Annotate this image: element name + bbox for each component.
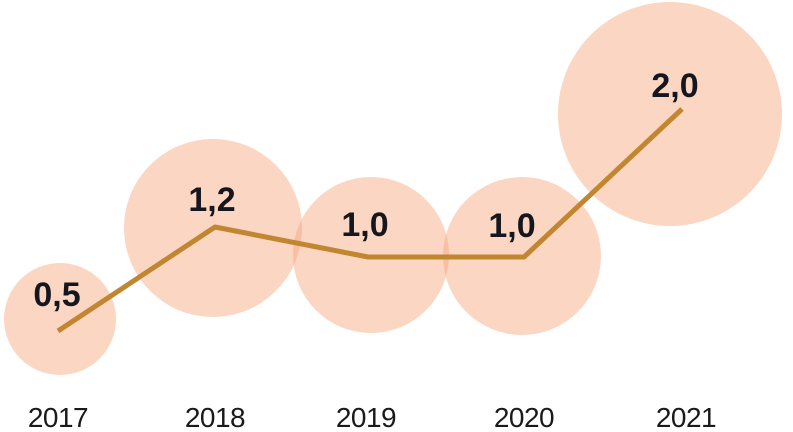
value-label-2018: 1,2 (188, 181, 235, 219)
bubble-2017 (4, 263, 116, 375)
trend-line-layer (56, 107, 684, 334)
value-label-2020: 1,0 (488, 207, 535, 245)
x-axis-label-2020: 2020 (494, 402, 554, 432)
x-axis-label-2019: 2019 (336, 402, 396, 432)
x-axis-label-2017: 2017 (28, 402, 88, 432)
value-labels-layer: 0,5 1,2 1,0 1,0 2,0 (33, 67, 698, 314)
x-axis-label-2018: 2018 (185, 402, 245, 432)
x-axis-label-2021: 2021 (656, 402, 716, 432)
value-label-2017: 0,5 (33, 276, 80, 314)
trend-line (56, 107, 684, 334)
bubbles-layer (4, 2, 782, 375)
value-label-2019: 1,0 (341, 206, 388, 244)
value-label-2021: 2,0 (651, 67, 698, 105)
x-axis-labels-layer: 2017 2018 2019 2020 2021 (28, 402, 717, 432)
